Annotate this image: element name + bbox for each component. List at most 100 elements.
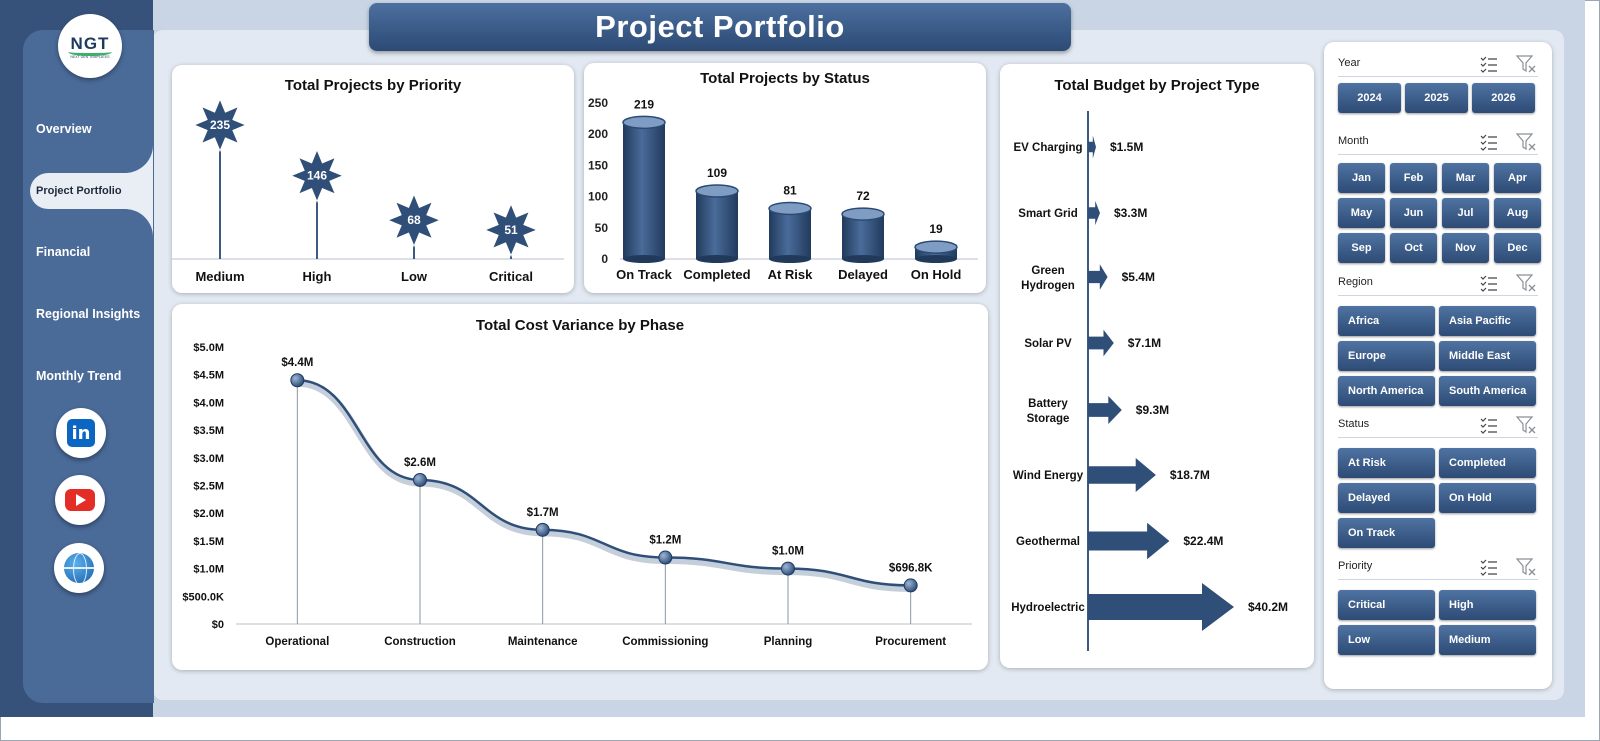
- month-jul-button[interactable]: Jul: [1442, 198, 1489, 228]
- month-slicer-header: Month: [1338, 133, 1538, 155]
- budget-arrow-ev-charging: [1088, 135, 1096, 159]
- budget-arrow-hydroelectric: [1088, 583, 1234, 631]
- variance-data-label-operational: $4.4M: [281, 357, 313, 369]
- status-data-label-at-risk: 81: [783, 183, 797, 197]
- month-jan-button[interactable]: Jan: [1338, 163, 1385, 193]
- status-category-label-delayed: Delayed: [838, 267, 888, 282]
- month-slicer-label: Month: [1338, 135, 1369, 147]
- status-completed-button[interactable]: Completed: [1439, 448, 1536, 478]
- budget-data-label-geothermal: $22.4M: [1183, 534, 1223, 548]
- variance-y-tick-8: $4.0M: [193, 397, 224, 409]
- priority-high-button[interactable]: High: [1439, 590, 1536, 620]
- variance-point-maintenance: [535, 522, 550, 537]
- nav-item-project-portfolio[interactable]: [30, 173, 153, 209]
- variance-category-label-maintenance: Maintenance: [508, 636, 578, 648]
- month-aug-button[interactable]: Aug: [1494, 198, 1541, 228]
- clear-filter-icon[interactable]: [1516, 55, 1536, 73]
- status-at-risk-button[interactable]: At Risk: [1338, 448, 1435, 478]
- month-dec-button[interactable]: Dec: [1494, 233, 1541, 263]
- region-slicer-label: Region: [1338, 276, 1373, 288]
- month-jun-button[interactable]: Jun: [1390, 198, 1437, 228]
- month-feb-button[interactable]: Feb: [1390, 163, 1437, 193]
- region-asia-pacific-button[interactable]: Asia Pacific: [1439, 306, 1536, 336]
- variance-category-label-planning: Planning: [764, 636, 813, 648]
- month-sep-button[interactable]: Sep: [1338, 233, 1385, 263]
- variance-point-planning: [781, 561, 795, 576]
- budget-data-label-hydroelectric: $40.2M: [1248, 600, 1288, 614]
- status-bar-top-on-hold: [914, 240, 958, 254]
- status-bar-at-risk: [769, 208, 811, 259]
- nav-item-monthly-trend[interactable]: Monthly Trend: [36, 369, 122, 383]
- website-globe-icon: [64, 553, 94, 583]
- budget-category-label-green-hydrogen-0: Green: [1031, 265, 1064, 277]
- variance-line-shadow: [297, 379, 911, 592]
- clear-filter-icon[interactable]: [1516, 416, 1536, 434]
- month-may-button[interactable]: May: [1338, 198, 1385, 228]
- priority-star-critical: [483, 202, 539, 258]
- variance-category-label-commissioning: Commissioning: [622, 636, 708, 648]
- region-africa-button[interactable]: Africa: [1338, 306, 1435, 336]
- budget-data-label-battery-storage: $9.3M: [1136, 403, 1169, 417]
- status-on-hold-button[interactable]: On Hold: [1439, 483, 1536, 513]
- priority-category-label-critical: Critical: [489, 269, 533, 284]
- priority-low-button[interactable]: Low: [1338, 625, 1435, 655]
- variance-chart: $0 $500.0K $1.0M $1.5M $2.0M $2.5M $3.0M $3.5M $…: [182, 342, 972, 648]
- status-bar-base-on-track: [623, 255, 665, 263]
- year-2024-button[interactable]: 2024: [1338, 83, 1401, 113]
- priority-critical-button[interactable]: Critical: [1338, 590, 1435, 620]
- youtube-icon: [65, 489, 95, 511]
- logo-subtext: NEXT GEN TEMPLATES: [70, 54, 110, 59]
- nav-item-financial[interactable]: Financial: [36, 245, 91, 259]
- variance-category-label-procurement: Procurement: [875, 636, 946, 648]
- nav-item-regional-insights[interactable]: Regional Insights: [36, 307, 141, 321]
- variance-data-label-construction: $2.6M: [404, 457, 436, 469]
- clear-filter-icon[interactable]: [1516, 558, 1536, 576]
- month-mar-button[interactable]: Mar: [1442, 163, 1489, 193]
- status-on-track-button[interactable]: On Track: [1338, 518, 1435, 548]
- clear-filter-icon[interactable]: [1516, 133, 1536, 151]
- priority-category-label-high: High: [303, 269, 332, 284]
- status-y-tick-3: 150: [588, 158, 608, 172]
- variance-chart-card: Total Cost Variance by Phase $0 $500.0K $1…: [172, 304, 988, 670]
- budget-category-label-wind-energy: Wind Energy: [1013, 470, 1084, 482]
- multi-select-icon[interactable]: [1480, 558, 1498, 576]
- multi-select-icon[interactable]: [1480, 55, 1498, 73]
- status-delayed-button[interactable]: Delayed: [1338, 483, 1435, 513]
- budget-data-label-solar-pv: $7.1M: [1128, 336, 1161, 350]
- multi-select-icon[interactable]: [1480, 274, 1498, 292]
- variance-data-label-procurement: $696.8K: [889, 562, 933, 574]
- website-button[interactable]: [54, 543, 104, 593]
- youtube-button[interactable]: [55, 475, 105, 525]
- budget-arrow-geothermal: [1088, 522, 1170, 560]
- region-europe-button[interactable]: Europe: [1338, 341, 1435, 371]
- month-oct-button[interactable]: Oct: [1390, 233, 1437, 263]
- variance-y-tick-5: $2.5M: [193, 481, 224, 493]
- budget-category-label-green-hydrogen-1: Hydrogen: [1021, 280, 1075, 292]
- year-2025-button[interactable]: 2025: [1405, 83, 1468, 113]
- priority-category-label-medium: Medium: [195, 269, 244, 284]
- clear-filter-icon[interactable]: [1516, 274, 1536, 292]
- priority-medium-button[interactable]: Medium: [1439, 625, 1536, 655]
- variance-point-procurement: [903, 578, 918, 593]
- logo-swoosh: [68, 48, 112, 56]
- status-bar-on-track: [623, 122, 665, 260]
- month-apr-button[interactable]: Apr: [1494, 163, 1541, 193]
- nav-item-overview[interactable]: Overview: [36, 122, 92, 136]
- month-nov-button[interactable]: Nov: [1442, 233, 1489, 263]
- region-south-america-button[interactable]: South America: [1439, 376, 1536, 406]
- region-middle-east-button[interactable]: Middle East: [1439, 341, 1536, 371]
- status-bar-base-delayed: [842, 255, 884, 263]
- priority-star-low: [386, 192, 442, 248]
- multi-select-icon[interactable]: [1480, 133, 1498, 151]
- year-slicer-header: Year: [1338, 55, 1538, 77]
- status-bar-delayed: [842, 214, 884, 259]
- status-bar-completed: [696, 190, 738, 259]
- priority-star-high: [289, 148, 345, 204]
- multi-select-icon[interactable]: [1480, 416, 1498, 434]
- year-2026-button[interactable]: 2026: [1472, 83, 1535, 113]
- region-north-america-button[interactable]: North America: [1338, 376, 1435, 406]
- variance-chart-title: Total Cost Variance by Phase: [475, 317, 685, 334]
- linkedin-button[interactable]: in: [56, 408, 106, 458]
- status-y-tick-2: 100: [588, 190, 608, 204]
- filter-panel: Year 2024 2025 2026 Month Jan Feb Mar Ap…: [1324, 42, 1552, 689]
